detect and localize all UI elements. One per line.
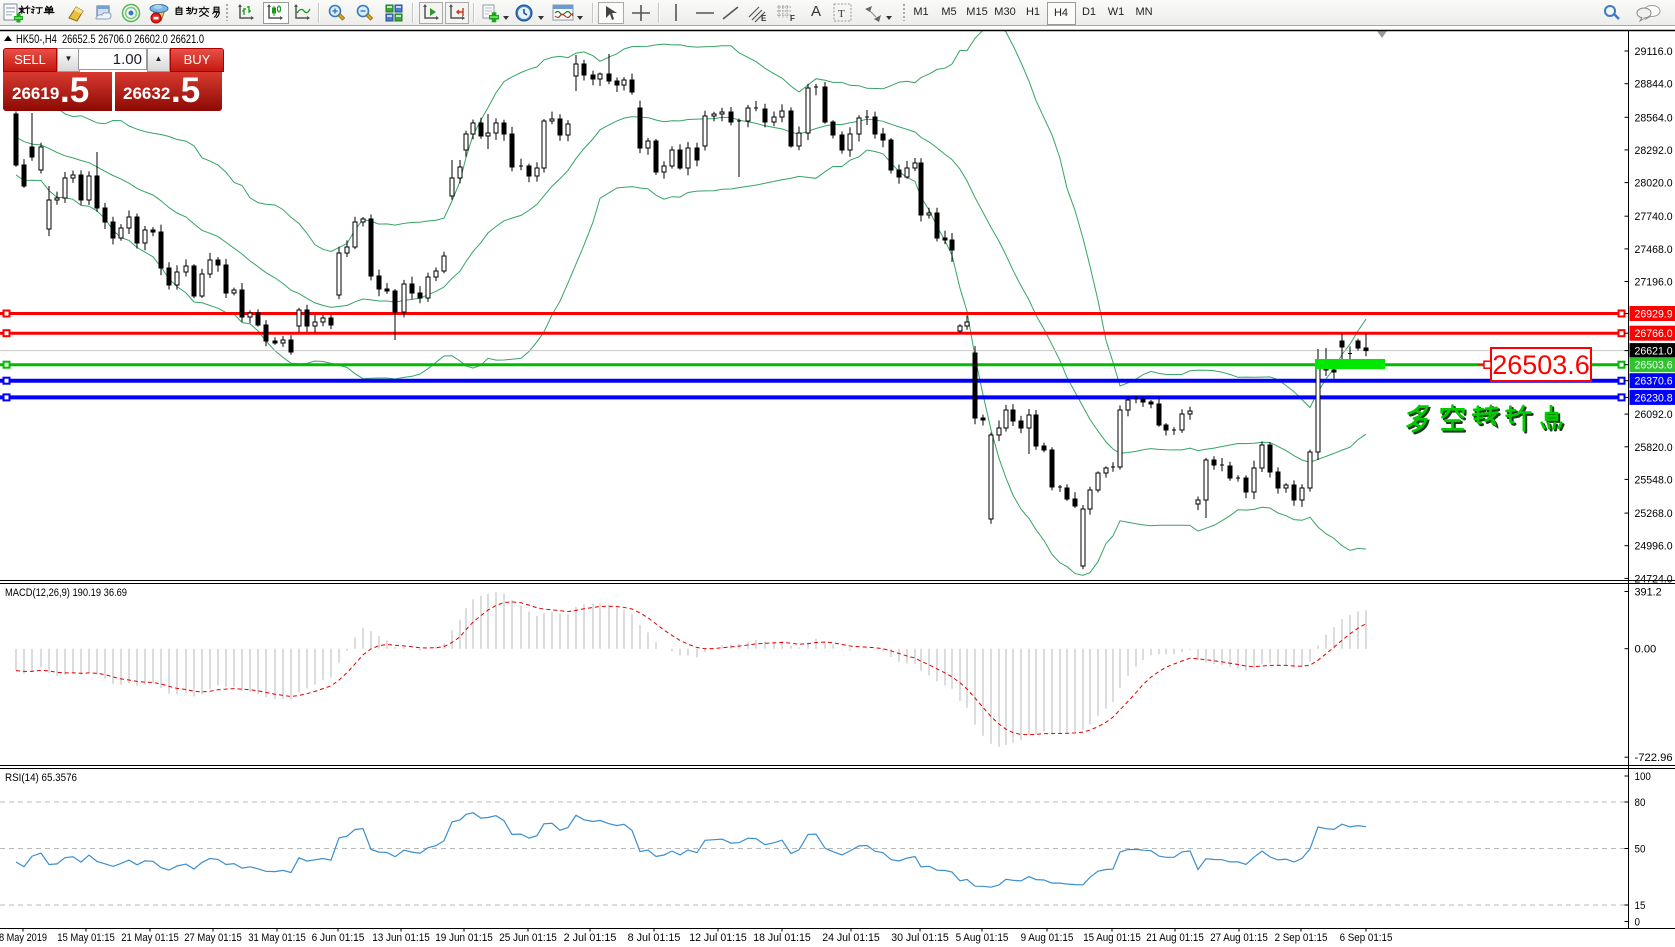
- svg-text:9 Aug 01:15: 9 Aug 01:15: [1021, 932, 1074, 944]
- svg-text:13 Jun 01:15: 13 Jun 01:15: [372, 932, 430, 944]
- svg-text:0: 0: [1635, 917, 1641, 929]
- svg-text:391.2: 391.2: [1635, 587, 1662, 599]
- svg-text:28020.0: 28020.0: [1635, 178, 1673, 190]
- svg-text:25 Jun 01:15: 25 Jun 01:15: [499, 932, 557, 944]
- svg-text:18 Jul 01:15: 18 Jul 01:15: [753, 932, 811, 944]
- svg-text:28564.0: 28564.0: [1635, 112, 1673, 124]
- svg-text:21 Aug 01:15: 21 Aug 01:15: [1146, 932, 1204, 944]
- svg-text:8 May 2019: 8 May 2019: [0, 932, 47, 944]
- svg-text:27196.0: 27196.0: [1635, 277, 1673, 289]
- svg-text:26621.0: 26621.0: [1635, 346, 1673, 358]
- svg-text:24 Jul 01:15: 24 Jul 01:15: [822, 932, 880, 944]
- svg-text:26929.9: 26929.9: [1635, 309, 1673, 321]
- svg-text:MACD(12,26,9) 190.19 36.69: MACD(12,26,9) 190.19 36.69: [5, 587, 127, 599]
- svg-text:28844.0: 28844.0: [1635, 79, 1673, 91]
- svg-text:28292.0: 28292.0: [1635, 145, 1673, 157]
- svg-text:HK50-,H4 26652.5 26706.0 2660: HK50-,H4 26652.5 26706.0 26602.0 26621.0: [16, 32, 204, 46]
- svg-text:15 May 01:15: 15 May 01:15: [57, 932, 115, 944]
- svg-text:-722.96: -722.96: [1635, 752, 1673, 764]
- svg-text:2 Jul 01:15: 2 Jul 01:15: [564, 932, 617, 944]
- svg-text:27 Aug 01:15: 27 Aug 01:15: [1210, 932, 1268, 944]
- svg-text:8 Jul 01:15: 8 Jul 01:15: [628, 932, 681, 944]
- svg-text:26503.6: 26503.6: [1635, 360, 1673, 372]
- svg-text:27 May 01:15: 27 May 01:15: [184, 932, 242, 944]
- svg-text:24996.0: 24996.0: [1635, 541, 1673, 553]
- svg-text:25548.0: 25548.0: [1635, 474, 1673, 486]
- svg-text:26370.6: 26370.6: [1635, 376, 1673, 388]
- svg-text:F: F: [790, 14, 795, 23]
- svg-text:100: 100: [1635, 771, 1651, 783]
- svg-text:6 Jun 01:15: 6 Jun 01:15: [312, 932, 365, 944]
- svg-text:29116.0: 29116.0: [1635, 46, 1673, 58]
- svg-text:21 May 01:15: 21 May 01:15: [121, 932, 179, 944]
- svg-text:25268.0: 25268.0: [1635, 508, 1673, 520]
- svg-text:0.00: 0.00: [1635, 644, 1657, 656]
- svg-text:15 Aug 01:15: 15 Aug 01:15: [1083, 932, 1141, 944]
- svg-text:25820.0: 25820.0: [1635, 442, 1673, 454]
- svg-text:31 May 01:15: 31 May 01:15: [248, 932, 306, 944]
- svg-text:27740.0: 27740.0: [1635, 211, 1673, 223]
- svg-text:19 Jun 01:15: 19 Jun 01:15: [435, 932, 493, 944]
- svg-text:26230.8: 26230.8: [1635, 392, 1673, 404]
- svg-text:T: T: [838, 8, 845, 20]
- svg-text:27468.0: 27468.0: [1635, 244, 1673, 256]
- svg-text:2 Sep 01:15: 2 Sep 01:15: [1275, 932, 1328, 944]
- svg-text:80: 80: [1635, 797, 1646, 809]
- svg-text:15: 15: [1635, 900, 1646, 912]
- svg-text:E: E: [761, 14, 767, 23]
- svg-text:12 Jul 01:15: 12 Jul 01:15: [689, 932, 747, 944]
- svg-text:26766.0: 26766.0: [1635, 328, 1673, 340]
- svg-text:26503.6: 26503.6: [1492, 350, 1590, 380]
- svg-text:30 Jul 01:15: 30 Jul 01:15: [891, 932, 949, 944]
- svg-text:24724.0: 24724.0: [1635, 573, 1673, 585]
- svg-text:6 Sep 01:15: 6 Sep 01:15: [1340, 932, 1393, 944]
- svg-text:RSI(14) 65.3576: RSI(14) 65.3576: [5, 772, 77, 784]
- svg-text:50: 50: [1635, 844, 1646, 856]
- svg-text:26092.0: 26092.0: [1635, 409, 1673, 421]
- svg-text:5 Aug 01:15: 5 Aug 01:15: [956, 932, 1009, 944]
